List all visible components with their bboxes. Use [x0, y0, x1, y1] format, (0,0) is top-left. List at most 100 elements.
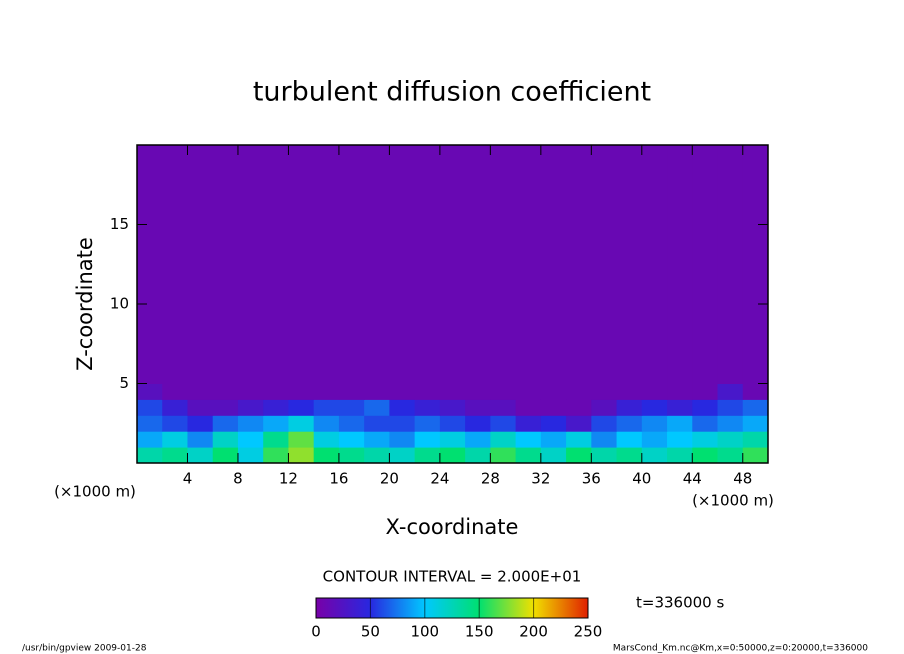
- field-cell: [364, 399, 390, 416]
- field-cell: [641, 383, 668, 400]
- x-tick-label: 36: [582, 470, 601, 488]
- field-cell: [667, 145, 693, 384]
- field-cell: [566, 399, 592, 416]
- field-cell: [212, 383, 239, 400]
- field-cell: [137, 415, 163, 432]
- field-cell: [389, 145, 416, 384]
- field-cell: [717, 383, 744, 400]
- field-cell: [364, 415, 390, 432]
- field-cell: [389, 399, 416, 416]
- field-cell: [717, 145, 744, 384]
- colorbar-tick-label: 250: [574, 623, 603, 641]
- x-tick-label: 8: [233, 470, 243, 488]
- colorbar-tick-label: 50: [361, 623, 380, 641]
- field-cell: [540, 447, 567, 464]
- x-tick-label: 28: [481, 470, 500, 488]
- field-cell: [465, 383, 491, 400]
- field-cell: [288, 399, 315, 416]
- y-tick-label: 10: [110, 295, 129, 313]
- field-cell: [515, 145, 542, 384]
- x-tick-label: 4: [183, 470, 193, 488]
- field-cell: [717, 399, 744, 416]
- y-tick-label: 15: [110, 215, 129, 233]
- field-cell: [162, 415, 188, 432]
- field-cell: [263, 431, 289, 448]
- x-tick-label: 48: [733, 470, 752, 488]
- field-cell: [742, 399, 769, 416]
- contour-interval: CONTOUR INTERVAL = 2.000E+01: [323, 568, 582, 586]
- field-cell: [616, 447, 643, 464]
- field-cell: [389, 415, 416, 432]
- field-cell: [490, 145, 517, 384]
- field-cell: [338, 415, 365, 432]
- field-cell: [515, 431, 542, 448]
- field-cell: [692, 383, 719, 400]
- field-cell: [162, 447, 188, 464]
- field-cell: [364, 447, 390, 464]
- field-cell: [490, 447, 517, 464]
- field-cell: [212, 431, 239, 448]
- field-cell: [515, 415, 542, 432]
- field-cell: [616, 383, 643, 400]
- field-cell: [313, 415, 340, 432]
- field-cell: [490, 431, 517, 448]
- field-cell: [566, 383, 592, 400]
- field-cell: [540, 145, 567, 384]
- field-cell: [263, 383, 289, 400]
- field-cell: [515, 399, 542, 416]
- field-cell: [263, 145, 289, 384]
- field-cell: [162, 145, 188, 384]
- field-cell: [540, 399, 567, 416]
- field-cell: [692, 399, 719, 416]
- field-cell: [338, 399, 365, 416]
- field-cell: [313, 447, 340, 464]
- field-cell: [187, 383, 214, 400]
- field-cell: [237, 431, 264, 448]
- field-cell: [566, 431, 592, 448]
- field-cell: [490, 383, 517, 400]
- field-cell: [137, 383, 163, 400]
- field-cell: [465, 431, 491, 448]
- field-cell: [667, 383, 693, 400]
- field-cell: [742, 383, 769, 400]
- field-cell: [439, 383, 466, 400]
- field-cell: [616, 145, 643, 384]
- field-cell: [137, 145, 163, 384]
- field-cell: [490, 415, 517, 432]
- field-cell: [667, 431, 693, 448]
- field-cell: [288, 145, 315, 384]
- field-cell: [137, 447, 163, 464]
- field-cell: [364, 383, 390, 400]
- x-unit: (×1000 m): [692, 492, 774, 510]
- field-cell: [313, 399, 340, 416]
- field-cell: [742, 415, 769, 432]
- x-tick-label: 20: [380, 470, 399, 488]
- y-tick-label: 5: [119, 374, 129, 392]
- field-cell: [212, 415, 239, 432]
- field-cell: [137, 399, 163, 416]
- field-cell: [515, 383, 542, 400]
- field-cell: [338, 447, 365, 464]
- field-cell: [742, 145, 769, 384]
- field-cell: [439, 447, 466, 464]
- x-tick-label: 24: [430, 470, 449, 488]
- field-cell: [465, 399, 491, 416]
- colorbar-tick-label: 150: [465, 623, 494, 641]
- field-cell: [338, 145, 365, 384]
- field-cell: [237, 447, 264, 464]
- field-cell: [692, 447, 719, 464]
- colorbar-tick-label: 200: [519, 623, 548, 641]
- x-tick-label: 32: [531, 470, 550, 488]
- field-cell: [717, 415, 744, 432]
- field-cell: [717, 431, 744, 448]
- field-cell: [566, 415, 592, 432]
- field-cell: [667, 399, 693, 416]
- field-cell: [187, 447, 214, 464]
- field-cell: [414, 415, 441, 432]
- field-cell: [364, 145, 390, 384]
- field-cell: [162, 399, 188, 416]
- field-cell: [591, 145, 618, 384]
- field-cell: [566, 145, 592, 384]
- field-cell: [313, 383, 340, 400]
